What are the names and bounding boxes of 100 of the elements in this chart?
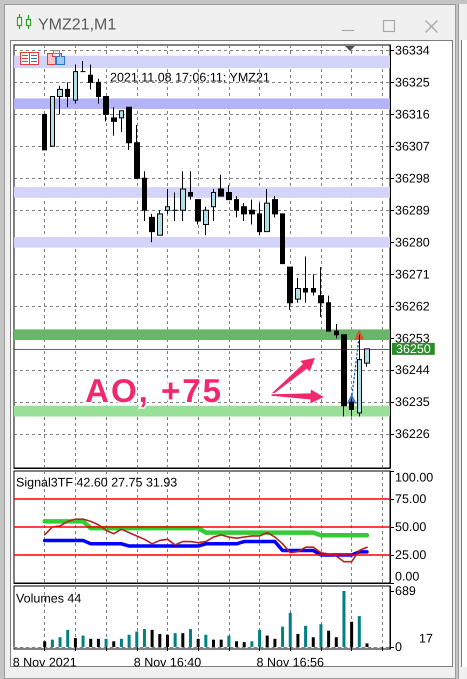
bar — [250, 641, 254, 647]
y-tick-label: 36307 — [395, 139, 430, 154]
candlestick — [142, 170, 147, 222]
candlestick — [188, 170, 193, 200]
bar — [242, 642, 246, 647]
candlestick — [280, 213, 285, 264]
candlestick — [96, 78, 101, 104]
candlestick — [165, 188, 170, 214]
y-tick-label: 36235 — [395, 395, 430, 410]
bar — [174, 633, 177, 647]
y-tick-label: 25.00 — [395, 548, 426, 562]
bar — [196, 638, 200, 647]
bar — [204, 634, 208, 647]
y-tick-label: 0.00 — [395, 570, 420, 584]
candlestick — [134, 124, 140, 179]
y-tick-label: 100.00 — [395, 470, 434, 484]
candlestick — [157, 210, 163, 236]
bar — [43, 641, 46, 647]
candlestick — [341, 334, 347, 417]
bar — [50, 640, 54, 647]
candlestick — [264, 188, 270, 232]
candlestick — [57, 85, 63, 115]
y-tick-label: 689 — [395, 584, 416, 598]
bar — [82, 636, 85, 647]
candlestick — [318, 266, 324, 318]
candlestick — [80, 60, 86, 72]
candlestick — [103, 96, 109, 122]
bar — [142, 629, 146, 647]
candlestick — [73, 64, 78, 104]
text: 17 — [419, 632, 433, 646]
candlestick — [257, 202, 262, 236]
candlestick — [211, 188, 216, 222]
y-tick-label: 36244 — [395, 363, 430, 378]
bar — [281, 626, 284, 647]
candlestick — [241, 202, 247, 222]
candlestick — [50, 96, 55, 147]
candlestick — [172, 192, 178, 222]
y-tick-label: 36298 — [395, 171, 430, 186]
candlestick — [303, 256, 308, 304]
candlestick — [203, 206, 209, 236]
bar — [258, 630, 262, 647]
y-tick-label: 36325 — [395, 75, 430, 90]
y-tick-label: 36316 — [395, 107, 430, 122]
candlestick — [334, 324, 339, 339]
bar — [212, 640, 216, 647]
candlestick — [42, 114, 47, 150]
bar — [334, 637, 338, 647]
candlestick — [287, 266, 293, 310]
bar — [342, 590, 346, 647]
bar — [327, 630, 330, 647]
candlestick — [272, 196, 278, 218]
candlestick — [311, 274, 316, 296]
bar — [74, 638, 77, 647]
bar — [104, 638, 108, 647]
candlestick — [364, 348, 370, 368]
y-tick-label: 36334 — [395, 43, 430, 58]
candlestick — [234, 196, 239, 218]
y-tick-label: 50.00 — [395, 520, 426, 534]
bar — [166, 634, 169, 647]
candlestick — [149, 213, 155, 243]
candlestick — [349, 398, 354, 417]
y-tick-label: 36271 — [395, 267, 430, 282]
candlestick — [326, 295, 331, 332]
bar — [220, 640, 223, 647]
bar — [188, 629, 192, 647]
y-tick-label: 36289 — [395, 203, 430, 218]
bar — [112, 641, 116, 647]
bar — [227, 636, 230, 647]
y-tick-label: 75.00 — [395, 492, 426, 506]
bar — [66, 630, 70, 647]
bar — [312, 637, 315, 647]
x-tick-label: 8 Nov 16:56 — [256, 656, 324, 670]
bar — [135, 632, 138, 647]
y-tick-label: 0 — [395, 640, 402, 654]
bar — [296, 634, 300, 647]
y-tick-label: 36262 — [395, 299, 430, 314]
candlestick — [249, 199, 255, 226]
chart-title: Signal3TF 42.60 27.75 31.93 — [16, 476, 178, 490]
bar — [96, 638, 100, 647]
candlestick — [226, 184, 232, 200]
y-tick-label: 36280 — [395, 235, 430, 250]
chart-title: YMZ21,M1 — [38, 16, 116, 34]
candlestick — [88, 64, 93, 90]
candlestick — [357, 334, 362, 417]
bar — [319, 624, 322, 647]
bar — [266, 636, 269, 647]
bar — [158, 634, 162, 647]
bar — [273, 638, 276, 647]
chart-title: Volumes 44 — [16, 592, 82, 606]
candlestick — [126, 106, 132, 150]
candlestick — [195, 199, 201, 226]
bar — [358, 616, 361, 647]
bar — [128, 634, 131, 647]
bar — [120, 638, 123, 647]
y-tick-label: 36226 — [395, 427, 430, 442]
bar — [181, 633, 184, 647]
bar — [89, 638, 92, 647]
candlestick — [119, 110, 124, 133]
bar — [365, 643, 368, 647]
candlestick — [218, 174, 224, 197]
